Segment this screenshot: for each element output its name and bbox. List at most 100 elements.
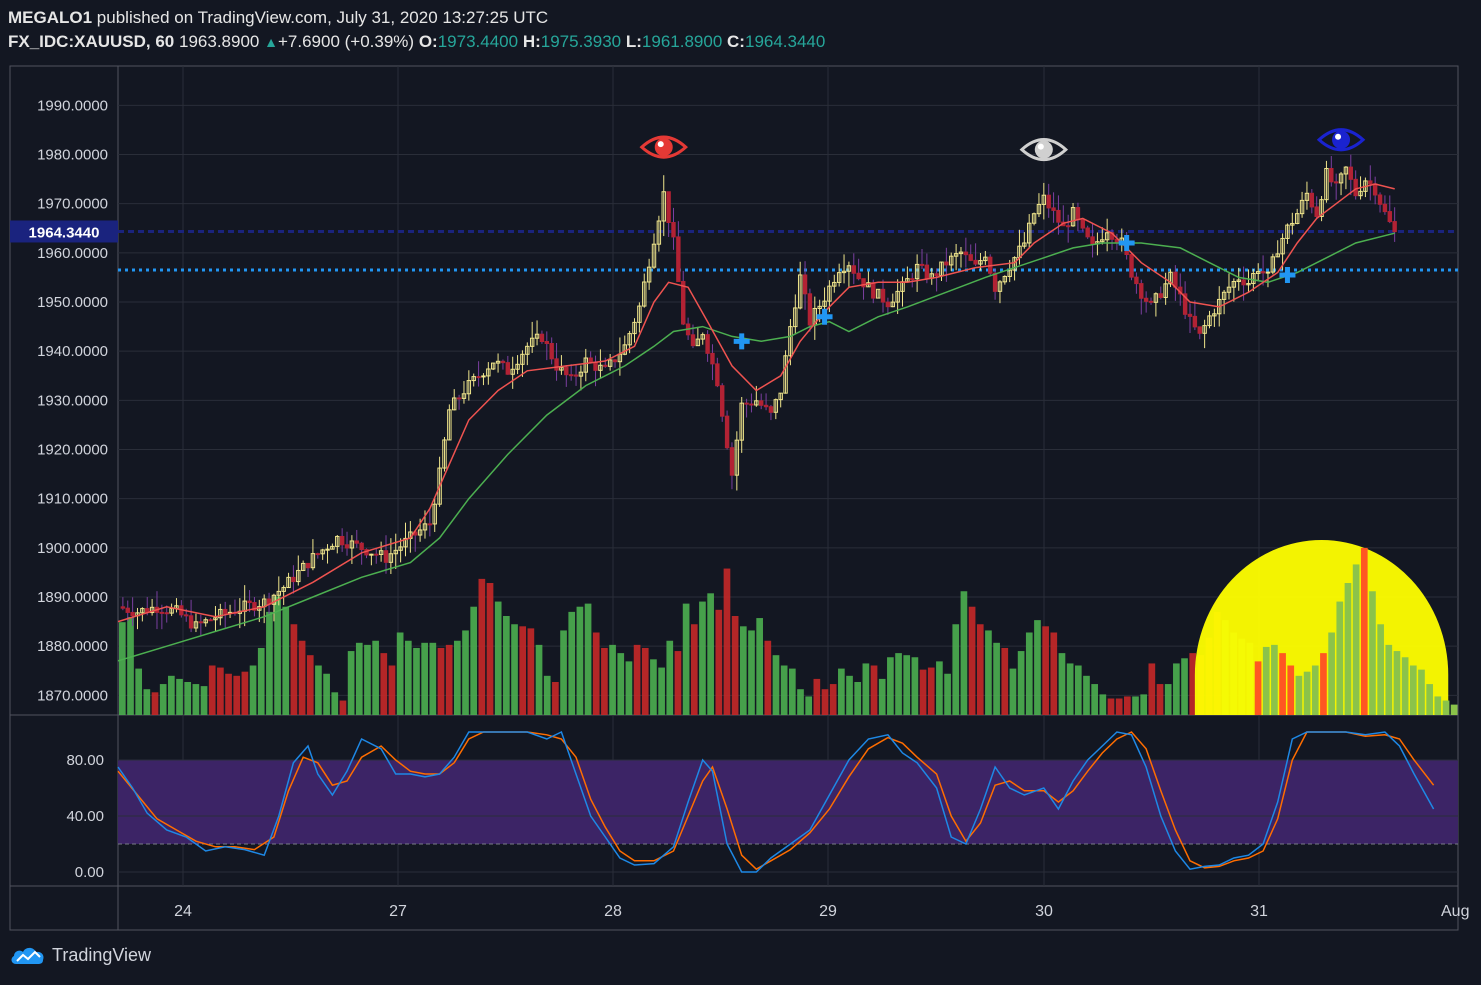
volume-bar (200, 686, 208, 715)
candle-body (203, 619, 208, 624)
candle-body (583, 357, 588, 373)
candle-body (120, 606, 126, 609)
candle-body (461, 393, 467, 399)
candle-body (788, 326, 793, 357)
candle-body (1002, 275, 1008, 283)
candle-body (1031, 213, 1037, 224)
eye-pupil (654, 138, 673, 157)
volume-bar (1009, 668, 1017, 715)
candle-body (335, 535, 340, 547)
candle-body (1343, 166, 1349, 175)
candle-body (188, 615, 194, 629)
volume-bar (584, 603, 592, 715)
price-tick-label: 1980.0000 (37, 147, 108, 164)
price-tick-label: 1910.0000 (37, 491, 108, 508)
candle-body (125, 607, 130, 613)
candle-body (1046, 194, 1051, 209)
candle-body (1280, 237, 1285, 255)
candle-body (836, 272, 842, 283)
published-text: published on TradingView.com, July 31, 2… (96, 8, 549, 27)
candle-body (661, 191, 666, 222)
volume-bar (151, 692, 159, 715)
candle-body (739, 402, 744, 441)
candle-body (437, 467, 442, 505)
time-tick-label: 29 (819, 903, 837, 920)
candle-body (1158, 293, 1163, 298)
footer-brand[interactable]: TradingView (52, 944, 152, 965)
symbol-label[interactable]: FX_IDC:XAUUSD, 60 (8, 32, 175, 51)
volume-bar (756, 618, 763, 715)
volume-bar (404, 640, 412, 715)
candle-body (783, 355, 788, 394)
candle-body (198, 621, 204, 624)
candle-body (1392, 221, 1397, 233)
candle-body (1080, 219, 1086, 229)
candle-body (578, 371, 584, 377)
candle-body (666, 191, 671, 224)
candle-body (1387, 211, 1392, 223)
low-value: 1961.8900 (641, 32, 723, 51)
candle-body (773, 399, 779, 413)
candle-body (1026, 222, 1032, 244)
eye-icon (1316, 128, 1366, 152)
candle-body (895, 290, 900, 303)
candle-body (476, 376, 481, 379)
current-price-label: 1964.3440 (29, 224, 100, 241)
volume-bar (666, 640, 674, 715)
eye-icon (1019, 138, 1069, 162)
volume-bar (274, 596, 281, 715)
open-label: O: (418, 32, 438, 51)
volume-bar (1074, 665, 1082, 715)
volume-bar (1287, 665, 1295, 715)
candle-body (983, 256, 988, 262)
candle-body (305, 562, 311, 569)
volume-bar (846, 675, 853, 715)
volume-bar (372, 640, 379, 715)
volume-bar (690, 624, 698, 715)
candle-body (471, 376, 476, 382)
candle-body (286, 576, 291, 589)
candle-body (710, 352, 715, 365)
volume-bar (854, 682, 862, 715)
candle-body (1329, 168, 1334, 183)
candle-body (919, 263, 925, 266)
candle-body (359, 542, 364, 551)
high-value: 1975.3930 (540, 32, 622, 51)
candle-body (627, 333, 632, 346)
candle-body (1056, 209, 1061, 223)
volume-bar (1385, 644, 1393, 715)
candle-body (481, 375, 486, 378)
candle-body (354, 540, 359, 544)
volume-bar (1083, 675, 1090, 715)
volume-bar (127, 617, 134, 715)
candle-body (1226, 286, 1232, 293)
volume-bar (1426, 684, 1433, 715)
candle-body (651, 243, 657, 268)
candle-body (1265, 271, 1271, 274)
candle-body (1294, 213, 1300, 224)
candle-body (1382, 203, 1388, 213)
candle-body (695, 338, 701, 347)
candle-body (632, 321, 637, 335)
volume-bar (1099, 694, 1107, 715)
candle-body (832, 281, 837, 287)
volume-bar (609, 644, 616, 715)
volume-bar (1344, 583, 1352, 715)
volume-bar (1262, 646, 1270, 715)
volume-bar (1148, 663, 1156, 715)
candle-body (822, 300, 827, 307)
candle-body (520, 353, 525, 365)
volume-bar (437, 647, 445, 715)
volume-bar (789, 668, 796, 715)
candle-body (330, 545, 335, 550)
open-value: 1973.4400 (437, 32, 519, 51)
candle-body (734, 439, 740, 476)
volume-bar (421, 642, 428, 715)
volume-bar (298, 640, 306, 715)
publisher-name[interactable]: MEGALO1 (8, 8, 93, 27)
eye-pupil (1034, 140, 1053, 159)
candle-body (442, 439, 447, 469)
volume-bar (927, 667, 935, 715)
candle-body (291, 576, 296, 583)
